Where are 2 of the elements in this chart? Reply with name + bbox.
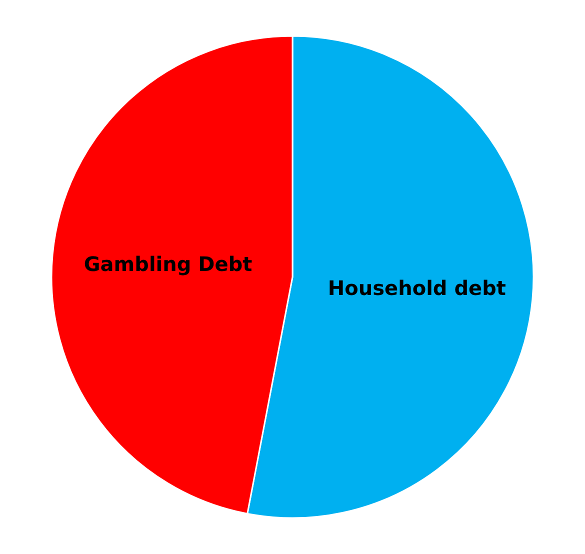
slice-label: Household debt [328,276,506,300]
slice-label: Gambling Debt [84,252,253,276]
